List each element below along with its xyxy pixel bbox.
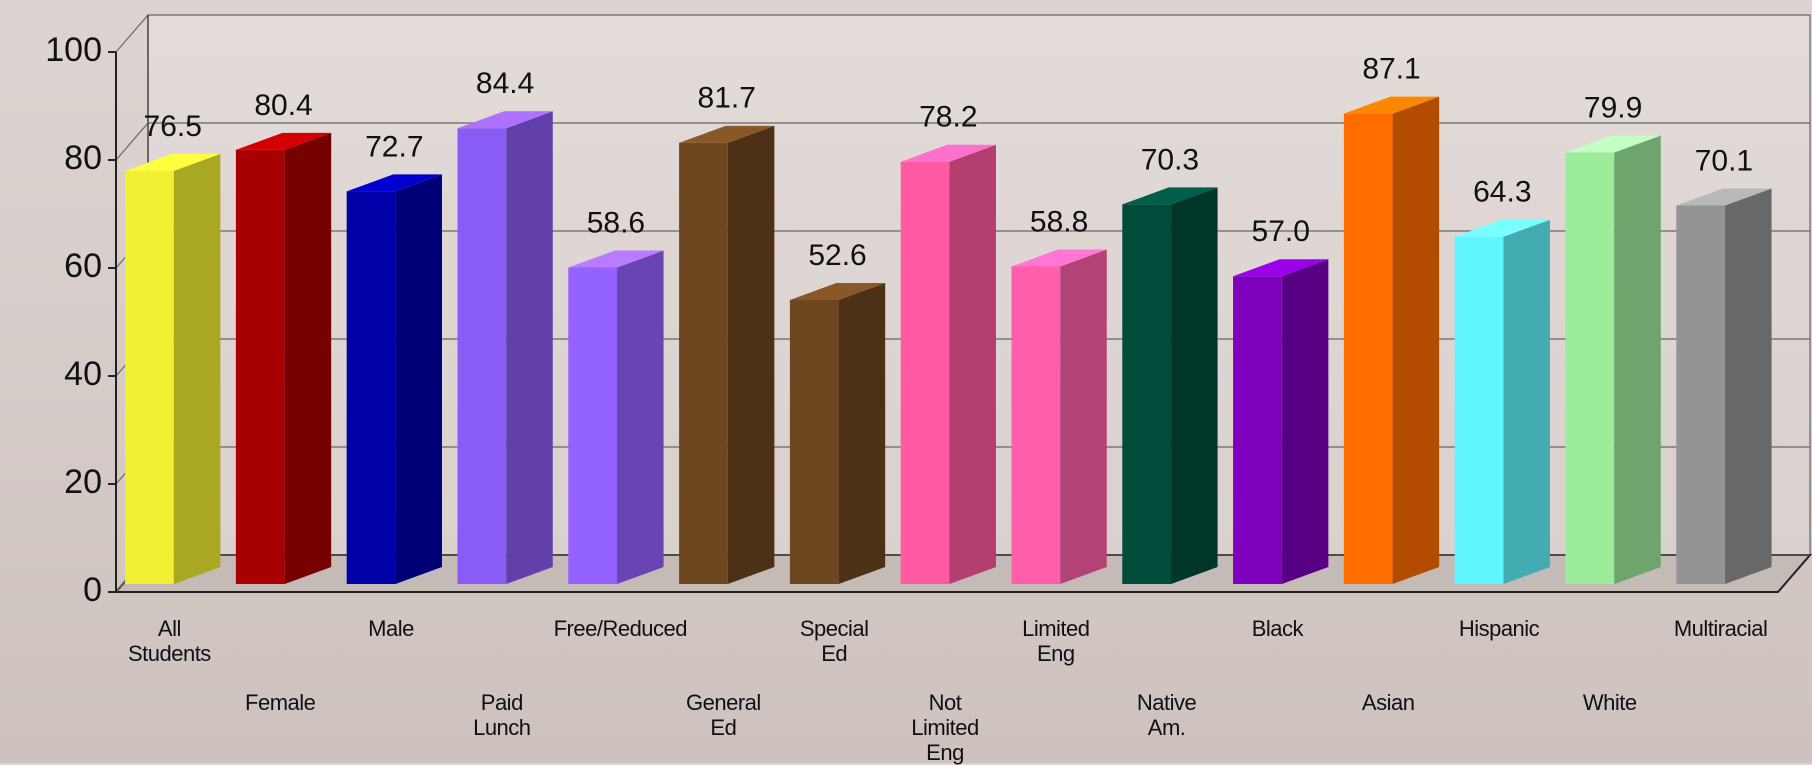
bar-top	[235, 132, 332, 150]
x-tick-label: Black	[1251, 616, 1304, 641]
bar-side	[1614, 135, 1661, 585]
bar-top	[1122, 187, 1218, 205]
bar-side	[1392, 96, 1440, 584]
bar-front	[1122, 204, 1172, 584]
y-tick-label: 100	[45, 31, 102, 69]
bar-top	[568, 250, 664, 268]
value-label: 87.1	[1362, 53, 1420, 86]
bar-front	[457, 128, 507, 585]
x-tick-label: Hispanic	[1458, 616, 1540, 641]
x-tick-label: Free/Reduced	[553, 616, 688, 641]
y-tick-label: 60	[64, 247, 102, 285]
value-label: 79.9	[1584, 91, 1642, 124]
bar-top	[1233, 259, 1329, 277]
value-label: 57.0	[1252, 215, 1310, 248]
y-tick-label: 40	[64, 355, 102, 393]
bar-front	[679, 142, 728, 584]
value-label: 70.1	[1695, 144, 1753, 177]
x-tick-label: White	[1582, 690, 1637, 715]
x-tick-label: Special Ed	[799, 616, 869, 666]
bar-top	[1343, 96, 1440, 114]
bar-top	[900, 144, 996, 162]
bar-top	[789, 282, 886, 300]
bar-top	[1454, 219, 1550, 237]
value-label: 80.4	[254, 89, 312, 122]
bar-side	[949, 144, 996, 584]
value-label: 84.4	[476, 67, 534, 100]
value-label: 58.8	[1030, 205, 1088, 238]
bar-side	[173, 153, 221, 584]
bar-front	[125, 170, 174, 584]
bar-front	[1343, 113, 1393, 584]
bar-front	[900, 161, 950, 584]
value-label: 64.3	[1473, 176, 1531, 209]
bar-front	[1454, 236, 1504, 584]
bar-side	[838, 282, 886, 584]
bar-side	[1725, 188, 1772, 584]
x-tick-label: Multiracial	[1673, 616, 1768, 641]
bar-side	[1060, 249, 1107, 585]
bar-front	[1676, 205, 1726, 584]
bar-front	[346, 191, 396, 585]
value-label: 70.3	[1141, 143, 1199, 176]
grid-line-side	[115, 14, 149, 53]
bar-side	[284, 132, 332, 584]
value-label: 78.2	[919, 101, 977, 134]
x-tick-label: Paid Lunch	[473, 690, 531, 740]
bar-front	[235, 149, 285, 584]
bar-front	[789, 299, 839, 584]
x-tick-label: Not Limited Eng	[911, 690, 979, 765]
x-tick-label: All Students	[127, 616, 211, 666]
bar-top	[457, 111, 553, 129]
value-label: 52.6	[808, 239, 866, 272]
bar-top	[1676, 188, 1772, 206]
x-tick-label: General Ed	[686, 690, 761, 740]
bar-front	[1011, 266, 1061, 584]
bar-side	[1503, 219, 1550, 584]
x-tick-label: Native Am.	[1136, 690, 1197, 740]
value-label: 72.7	[365, 130, 423, 163]
bar-top	[1011, 249, 1107, 267]
bar-side	[727, 125, 775, 584]
bar-top	[346, 174, 442, 192]
grid-line-side	[115, 122, 149, 161]
value-label: 58.6	[587, 206, 645, 239]
bar-top	[679, 125, 775, 143]
bar-side	[1281, 259, 1329, 584]
bar-front	[1565, 152, 1615, 585]
x-tick-label: Male	[368, 616, 414, 641]
value-label: 76.5	[144, 110, 202, 143]
bar-top	[125, 153, 221, 171]
x-tick-label: Female	[245, 690, 316, 715]
bar-side	[1171, 187, 1218, 584]
bar-side	[395, 174, 442, 585]
y-tick-label: 0	[83, 571, 102, 609]
x-tick-label: Asian	[1361, 690, 1415, 715]
value-label: 81.7	[698, 82, 756, 115]
bar-top	[1565, 135, 1661, 153]
y-tick-label: 80	[64, 139, 102, 177]
y-tick-label: 20	[64, 463, 102, 501]
bar-side	[617, 250, 664, 584]
bar-front	[1233, 276, 1282, 584]
bar-side	[506, 111, 553, 585]
bar-front	[568, 267, 618, 584]
x-tick-label: Limited Eng	[1022, 616, 1090, 666]
